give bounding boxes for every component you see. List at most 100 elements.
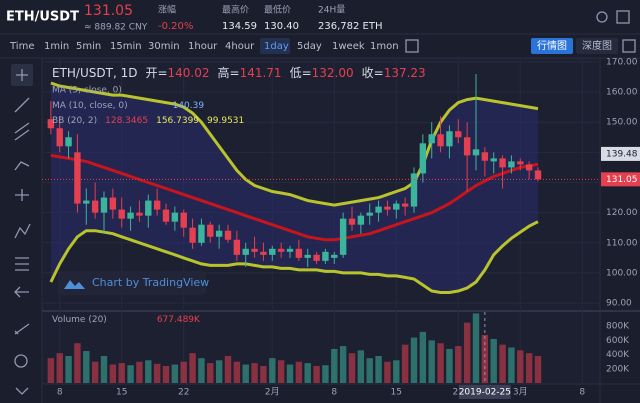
volume-bar [56, 353, 63, 383]
candle-body [171, 212, 179, 222]
interval-button[interactable]: 1hour [188, 41, 218, 52]
stat-label: 最高价 [222, 4, 249, 16]
volume-tick-label: 800K [606, 322, 630, 332]
y-tick-label: 100.00 [606, 268, 638, 278]
view-button[interactable] [531, 38, 573, 54]
left-toolbar[interactable] [11, 64, 33, 395]
interval-button[interactable]: 1week [332, 41, 365, 52]
settings-icon[interactable] [405, 39, 419, 53]
zoom-tool[interactable] [14, 354, 28, 368]
volume-bar [331, 348, 338, 383]
volume-bar [375, 356, 382, 383]
volume-bar [339, 346, 347, 383]
candle-body [251, 248, 258, 252]
candle-body [393, 203, 400, 210]
volume-bar [83, 351, 90, 383]
candle-body [455, 131, 462, 138]
brush-tool[interactable] [14, 161, 30, 171]
crosshair-tag [458, 385, 511, 399]
candle-body [419, 143, 427, 174]
volume-tick-label: 200K [606, 364, 630, 374]
interval-button[interactable]: 1mon [370, 41, 399, 52]
volume-bar [419, 331, 427, 383]
x-tick-label: 15 [391, 388, 402, 398]
interval-button[interactable]: 5day [297, 41, 322, 52]
line-tool[interactable] [14, 97, 30, 113]
fullscreen-icon[interactable] [622, 39, 636, 53]
candle-body [47, 119, 55, 129]
settings-icon[interactable] [596, 11, 608, 23]
stat-label: 最低价 [264, 4, 291, 16]
interval-button[interactable]: 1day [264, 41, 289, 52]
interval-button[interactable]: 4hour [225, 41, 255, 52]
price-tag [601, 146, 640, 161]
volume-bar [490, 338, 497, 383]
ma10-legend: MA (10, close, 0) 140.39 [52, 101, 204, 111]
price-tag [601, 172, 640, 187]
back-tool[interactable] [14, 286, 29, 298]
watermark-icon [64, 280, 85, 289]
interval-button[interactable]: 30min [148, 41, 180, 52]
fullscreen-icon[interactable] [616, 10, 630, 24]
legend-item: 99.9531 [207, 116, 244, 126]
candle-body [517, 161, 524, 165]
view-button-label[interactable]: 深度图 [582, 39, 612, 52]
volume-bar [366, 358, 373, 383]
volume-tick-label: 400K [606, 350, 630, 360]
candle-body [357, 215, 365, 225]
magnet-tool[interactable] [15, 387, 29, 395]
volume-bar [534, 356, 542, 383]
candle-body [56, 128, 63, 147]
ruler-tool[interactable] [14, 323, 30, 335]
view-button-label[interactable]: 行情图 [537, 39, 567, 52]
channel-tool[interactable] [14, 122, 30, 141]
volume-bar [171, 364, 179, 383]
x-tick-label: 22 [178, 388, 189, 398]
volume-bar [74, 343, 81, 383]
price-tag-label: 139.48 [606, 149, 638, 159]
legend-item: 156.7399 [156, 116, 199, 126]
crosshair-tool[interactable] [16, 69, 28, 81]
candle-body [437, 134, 444, 147]
x-tick-label: 8 [331, 388, 337, 398]
symbol: ETH/USDT [6, 10, 79, 25]
legend-item: 128.3465 [105, 116, 148, 126]
candle-body [136, 212, 143, 216]
legend-item: 收= [362, 66, 384, 80]
bb-mid [50, 153, 539, 242]
volume-bar [251, 363, 258, 383]
candle-body [384, 206, 391, 210]
stat-value: 134.59 [222, 21, 257, 32]
volume-bar [517, 350, 524, 383]
stat-value: -0.20% [158, 21, 193, 32]
fib-tool[interactable] [15, 257, 29, 271]
candle-body [508, 161, 515, 168]
volume-bar [393, 360, 400, 383]
volume-bar [322, 365, 329, 383]
candle-body [127, 212, 134, 219]
candle-body [91, 200, 99, 213]
legend-item: MA (10, close, 0) [52, 101, 128, 111]
candle-body [233, 239, 241, 255]
volume-bar [47, 358, 55, 383]
view-button[interactable] [576, 38, 618, 54]
volume-bar [357, 350, 365, 383]
header-icons[interactable] [405, 10, 636, 53]
volume-bar [348, 353, 356, 383]
y-tick-label: 110.00 [606, 238, 638, 248]
bb-legend: BB (20, 2) 128.3465 156.7399 99.9531 [52, 116, 244, 126]
volume-bar [198, 358, 205, 383]
candle-body [525, 164, 533, 171]
candle-body [401, 203, 409, 207]
text-tool[interactable] [15, 189, 29, 201]
volume-bar [215, 360, 223, 383]
pattern-tool[interactable] [14, 223, 31, 239]
candle-body [118, 209, 125, 219]
interval-button[interactable]: 5min [76, 41, 101, 52]
interval-button[interactable]: Time [9, 41, 34, 52]
candle-body [145, 200, 152, 216]
interval-button[interactable]: 15min [110, 41, 142, 52]
candle-body [180, 212, 187, 228]
interval-button[interactable]: 1min [44, 41, 69, 52]
